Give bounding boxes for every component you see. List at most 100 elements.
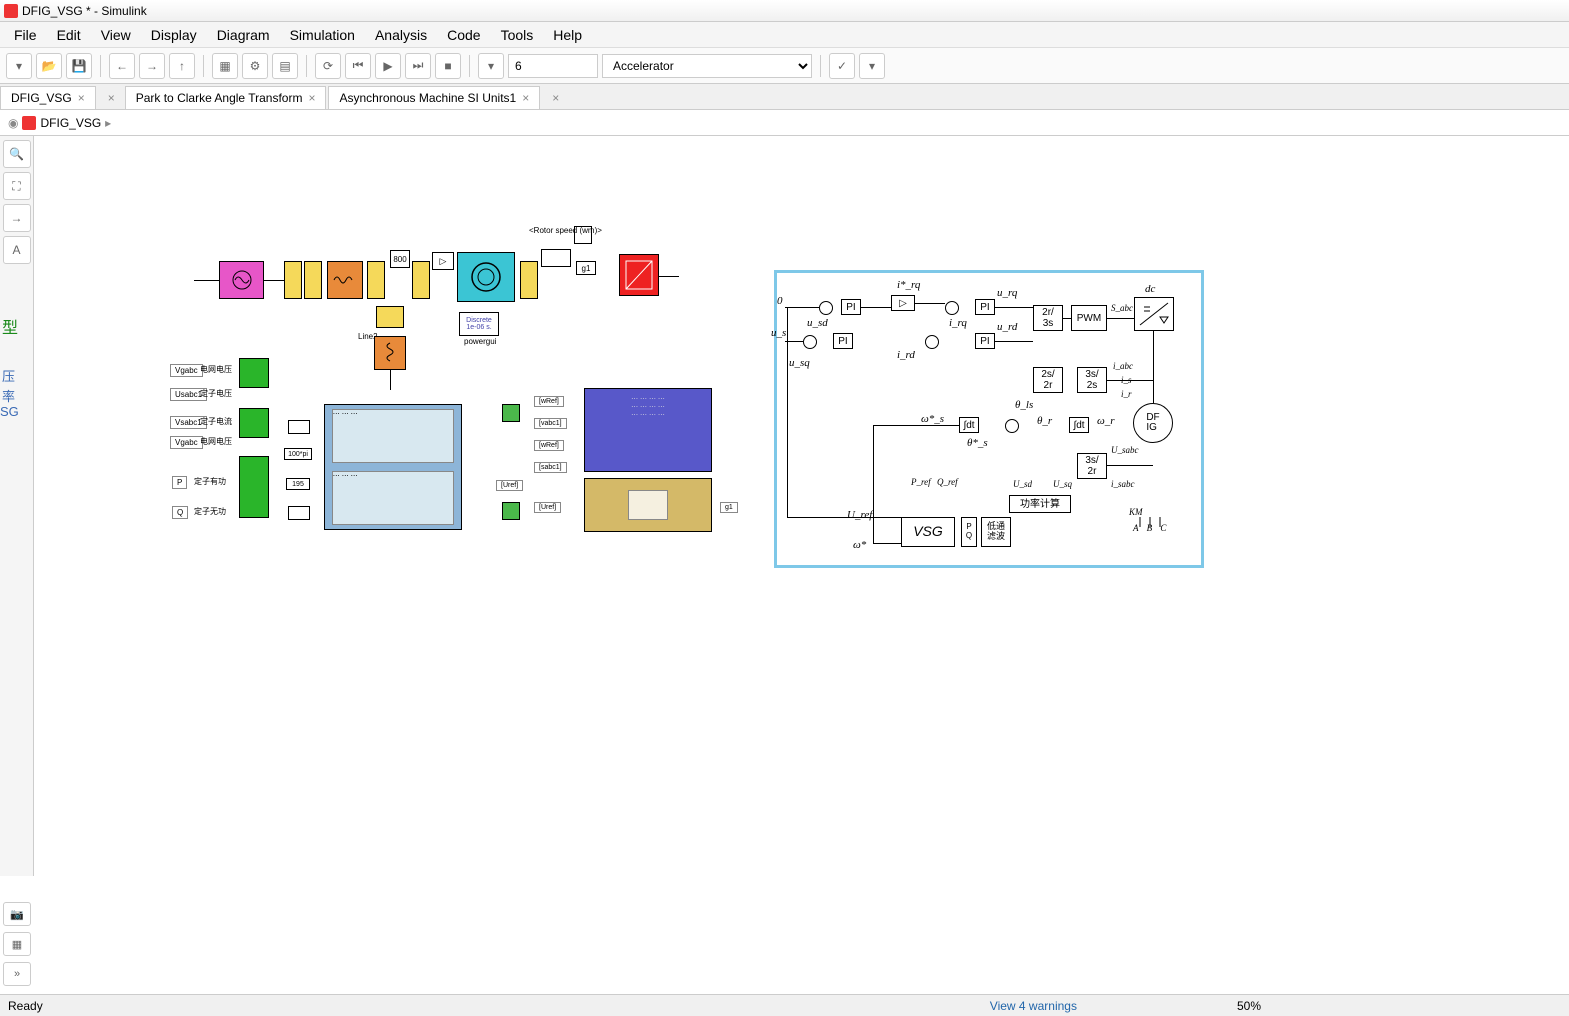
close-icon[interactable]: ×	[78, 91, 85, 105]
record-button[interactable]: ▾	[478, 53, 504, 79]
close-icon[interactable]: ×	[108, 91, 115, 105]
breadcrumb-model[interactable]: DFIG_VSG	[40, 116, 101, 130]
goto-block[interactable]: [wRef]	[534, 396, 564, 407]
subsystem-block[interactable]	[239, 358, 269, 388]
config-button[interactable]: ⚙	[242, 53, 268, 79]
from-block[interactable]: Q	[172, 506, 188, 519]
close-icon[interactable]: ×	[308, 91, 315, 105]
meas-block[interactable]	[412, 261, 430, 299]
bus-block[interactable]	[376, 306, 404, 328]
build-button[interactable]: ▾	[859, 53, 885, 79]
gain-block[interactable]: 800	[390, 250, 410, 268]
meas-block[interactable]	[520, 261, 538, 299]
block[interactable]	[288, 420, 310, 434]
int-box: ∫dt	[959, 417, 979, 433]
meas-block[interactable]	[367, 261, 385, 299]
stop-button[interactable]: ■	[435, 53, 461, 79]
library-button[interactable]: ▦	[212, 53, 238, 79]
sim-mode-select[interactable]: Accelerator	[602, 54, 812, 78]
reference-diagram[interactable]: dc S_abc PWM 2r/ 3s PI ▷ PI 0 u_sd i*_rq…	[774, 270, 1204, 568]
arrow-icon[interactable]: →	[3, 204, 31, 232]
step-fwd-button[interactable]: ⏭	[405, 53, 431, 79]
goto-block[interactable]: g1	[576, 261, 596, 275]
step-back-button[interactable]: ⏮	[345, 53, 371, 79]
const-block[interactable]: 195	[286, 478, 310, 490]
transformer-block[interactable]	[374, 336, 406, 370]
from-block[interactable]: Vgabc	[170, 364, 203, 377]
app-icon	[4, 4, 18, 18]
menu-display[interactable]: Display	[141, 27, 207, 43]
goto-block[interactable]: [vabc1]	[534, 418, 567, 429]
breadcrumb: ◉ DFIG_VSG ▸	[0, 110, 1569, 136]
machine-block[interactable]	[457, 252, 515, 302]
close-icon[interactable]: ×	[522, 91, 529, 105]
menu-edit[interactable]: Edit	[47, 27, 91, 43]
menu-view[interactable]: View	[91, 27, 141, 43]
fit-icon[interactable]: ⛶	[3, 172, 31, 200]
goto-block[interactable]: [wRef]	[534, 440, 564, 451]
subsystem-block[interactable]: ⋯ ⋯ ⋯ ⋯ ⋯ ⋯	[324, 404, 462, 530]
powergui-block[interactable]: Discrete1e-06 s.	[459, 312, 499, 336]
dfig-circle: DF IG	[1133, 403, 1173, 443]
tab-async[interactable]: Asynchronous Machine SI Units1×	[328, 86, 540, 109]
pi-box: PI	[975, 333, 995, 349]
block[interactable]	[288, 506, 310, 520]
up-button[interactable]: ↑	[169, 53, 195, 79]
menu-diagram[interactable]: Diagram	[207, 27, 280, 43]
status-ready: Ready	[8, 999, 43, 1013]
warnings-link[interactable]: View 4 warnings	[990, 999, 1077, 1013]
run-button[interactable]: ▶	[375, 53, 401, 79]
subsystem-block[interactable]: ⋯ ⋯ ⋯ ⋯⋯ ⋯ ⋯ ⋯⋯ ⋯ ⋯ ⋯	[584, 388, 712, 472]
expand-icon[interactable]: »	[3, 962, 31, 986]
goto-block[interactable]: [Uref]	[496, 480, 523, 491]
subsystem-block[interactable]	[502, 404, 520, 422]
annotate-icon[interactable]: A	[3, 236, 31, 264]
update-button[interactable]: ⟳	[315, 53, 341, 79]
source-block[interactable]	[219, 261, 264, 299]
transformer-block[interactable]	[327, 261, 363, 299]
save-button[interactable]: 💾	[66, 53, 92, 79]
menu-code[interactable]: Code	[437, 27, 490, 43]
meas-block[interactable]	[304, 261, 322, 299]
menu-analysis[interactable]: Analysis	[365, 27, 437, 43]
stop-time-input[interactable]	[508, 54, 598, 78]
const-block[interactable]: 100*pi	[284, 448, 312, 460]
converter-block[interactable]	[619, 254, 659, 296]
tag-label: 定子无功	[194, 506, 226, 517]
menu-simulation[interactable]: Simulation	[280, 27, 365, 43]
check-button[interactable]: ✓	[829, 53, 855, 79]
explorer-button[interactable]: ▤	[272, 53, 298, 79]
tag-label: 电网电压	[200, 364, 232, 375]
bus-block[interactable]	[541, 249, 571, 267]
subsystem-block[interactable]	[502, 502, 520, 520]
from-block[interactable]: Vgabc	[170, 436, 203, 449]
forward-button[interactable]: →	[139, 53, 165, 79]
tab-bar: DFIG_VSG× × Park to Clarke Angle Transfo…	[0, 84, 1569, 110]
screenshot-icon[interactable]: 📷	[3, 902, 31, 926]
zoom-level: 50%	[1237, 999, 1261, 1013]
from-block[interactable]: P	[172, 476, 187, 489]
zoom-icon[interactable]: 🔍	[3, 140, 31, 168]
goto-block[interactable]: g1	[720, 502, 738, 513]
subsystem-block[interactable]	[239, 408, 269, 438]
close-icon[interactable]: ×	[552, 91, 559, 105]
canvas[interactable]: 800 ▷ <Rotor speed (wm)> g1 Line2 Discre…	[34, 136, 1569, 994]
goto-block[interactable]: [sabc1]	[534, 462, 567, 473]
subsystem-block[interactable]	[239, 456, 269, 518]
menu-tools[interactable]: Tools	[491, 27, 544, 43]
meas-block[interactable]	[284, 261, 302, 299]
gain-tri-block[interactable]: ▷	[432, 252, 454, 270]
new-button[interactable]: ▾	[6, 53, 32, 79]
back-button[interactable]: ←	[109, 53, 135, 79]
menu-file[interactable]: File	[4, 27, 47, 43]
dc-converter	[1134, 297, 1174, 331]
tab-dfig[interactable]: DFIG_VSG×	[0, 86, 96, 109]
sum-node	[1005, 419, 1019, 433]
library-icon[interactable]: ▦	[3, 932, 31, 956]
menu-help[interactable]: Help	[543, 27, 592, 43]
subsystem-block[interactable]	[584, 478, 712, 532]
transform-box: 2s/ 2r	[1033, 367, 1063, 393]
goto-block[interactable]: [Uref]	[534, 502, 561, 513]
tab-park[interactable]: Park to Clarke Angle Transform×	[125, 86, 327, 109]
open-button[interactable]: 📂	[36, 53, 62, 79]
